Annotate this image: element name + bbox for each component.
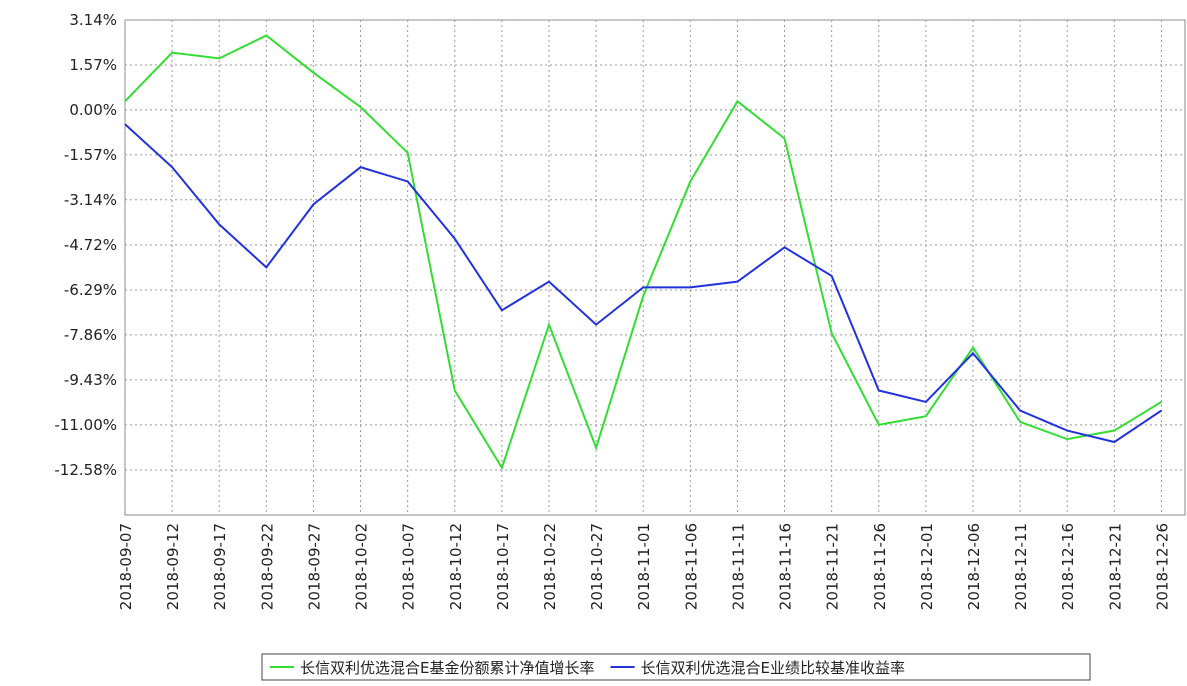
x-tick-label: 2018-09-22 — [258, 523, 276, 610]
y-tick-label: -12.58% — [54, 461, 117, 479]
chart: 3.14% 1.57% 0.00% -1.57% -3.14% -4.72% -6.29% -… — [0, 0, 1187, 682]
y-tick-label: -6.29% — [64, 281, 117, 299]
legend-label: 长信双利优选混合E业绩比较基准收益率 — [640, 659, 904, 677]
y-tick-label: -4.72% — [64, 236, 117, 254]
x-tick-label: 2018-10-02 — [353, 523, 371, 610]
y-tick-label: 1.57% — [69, 56, 117, 74]
x-tick-label: 2018-11-21 — [824, 523, 842, 610]
y-tick-label: 0.00% — [69, 101, 117, 119]
x-tick-label: 2018-11-26 — [871, 523, 889, 610]
x-tick-label: 2018-10-17 — [494, 523, 512, 610]
x-tick-label: 2018-12-11 — [1012, 523, 1030, 610]
y-tick-label: -7.86% — [64, 326, 117, 344]
x-tick-label: 2018-12-21 — [1106, 523, 1124, 610]
y-tick-label: -9.43% — [64, 371, 117, 389]
x-tick-label: 2018-11-16 — [777, 523, 795, 610]
y-tick-label: -3.14% — [64, 191, 117, 209]
x-tick-label: 2018-10-07 — [400, 523, 418, 610]
x-tick-label: 2018-11-11 — [729, 523, 747, 610]
x-tick-label: 2018-11-01 — [635, 523, 653, 610]
x-tick-label: 2018-10-22 — [541, 523, 559, 610]
x-tick-label: 2018-12-26 — [1153, 523, 1171, 610]
x-tick-label: 2018-10-27 — [588, 523, 606, 610]
legend: 长信双利优选混合E基金份额累计净值增长率 长信双利优选混合E业绩比较基准收益率 — [262, 654, 1090, 680]
x-tick-label: 2018-09-07 — [117, 523, 135, 610]
y-tick-label: -11.00% — [54, 416, 117, 434]
x-tick-label: 2018-09-27 — [305, 523, 323, 610]
x-tick-label: 2018-09-12 — [164, 523, 182, 610]
x-tick-label: 2018-12-16 — [1059, 523, 1077, 610]
x-tick-label: 2018-12-06 — [965, 523, 983, 610]
y-tick-label: -1.57% — [64, 146, 117, 164]
x-tick-label: 2018-09-17 — [211, 523, 229, 610]
x-tick-label: 2018-12-01 — [918, 523, 936, 610]
y-tick-label: 3.14% — [69, 11, 117, 29]
x-tick-label: 2018-11-06 — [682, 523, 700, 610]
legend-label: 长信双利优选混合E基金份额累计净值增长率 — [300, 659, 594, 677]
x-tick-label: 2018-10-12 — [447, 523, 465, 610]
